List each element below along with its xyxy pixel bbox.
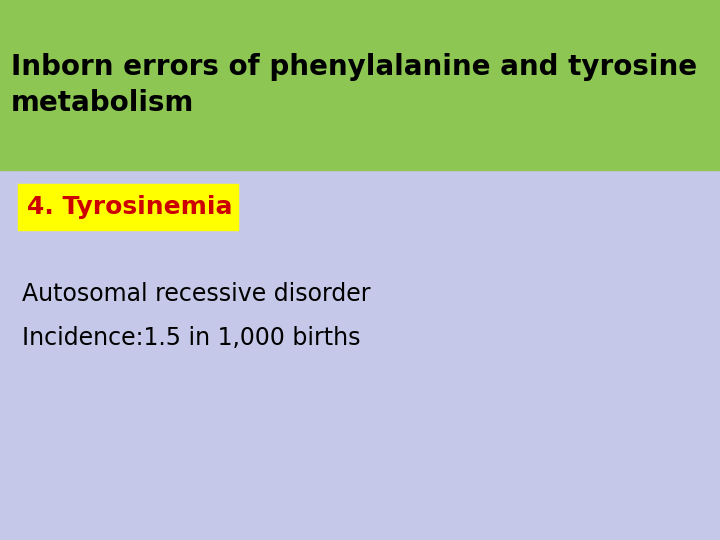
- Text: Inborn errors of phenylalanine and tyrosine
metabolism: Inborn errors of phenylalanine and tyros…: [11, 53, 697, 117]
- Text: 4. Tyrosinemia: 4. Tyrosinemia: [27, 194, 232, 219]
- Text: Incidence:1.5 in 1,000 births: Incidence:1.5 in 1,000 births: [22, 326, 360, 349]
- Bar: [18, 184, 238, 230]
- Text: Autosomal recessive disorder: Autosomal recessive disorder: [22, 282, 370, 306]
- Bar: [0, 0, 720, 170]
